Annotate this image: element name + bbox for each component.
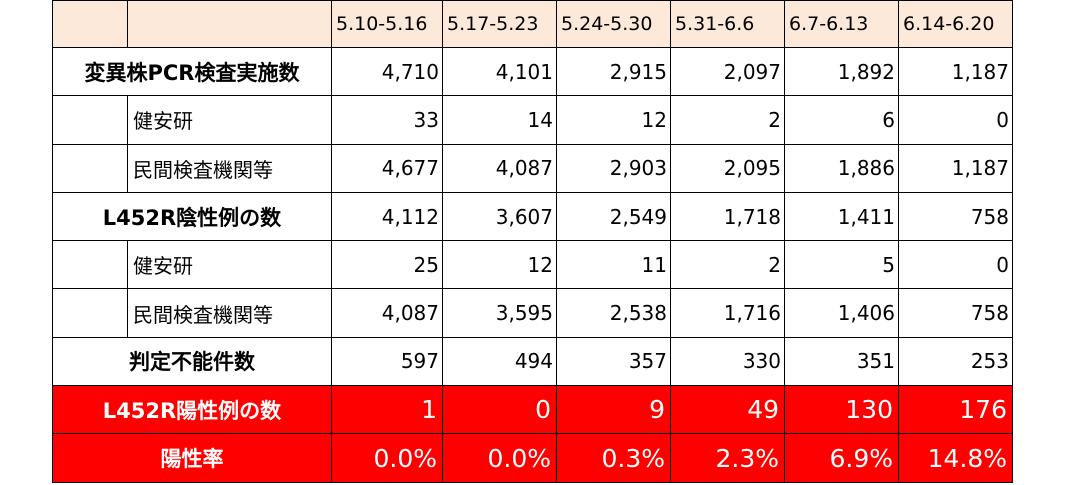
table-cell: 6 xyxy=(784,95,899,145)
header-week-6: 6.14-6.20 xyxy=(898,0,1013,48)
table-cell: 2,915 xyxy=(556,46,671,97)
table-cell: 253 xyxy=(898,336,1013,387)
table-cell: 0 xyxy=(898,95,1013,145)
header-corner-cell xyxy=(52,0,128,48)
table-cell: 0 xyxy=(898,240,1013,290)
table-cell: 11 xyxy=(556,240,671,290)
table-cell: 49 xyxy=(670,385,785,435)
table-row: 民間検査機関等 4,677 4,087 2,903 2,095 1,886 1,… xyxy=(52,143,1013,193)
table-cell: 0.0% xyxy=(331,433,443,483)
table-cell: 1,406 xyxy=(784,288,899,338)
table-cell: 2 xyxy=(670,95,785,145)
row-label: 健安研 xyxy=(127,95,332,145)
table-cell: 1,886 xyxy=(784,143,899,193)
table-cell: 2 xyxy=(670,240,785,290)
table-cell: 12 xyxy=(556,95,671,145)
table-row: L452R陰性例の数 4,112 3,607 2,549 1,718 1,411… xyxy=(52,191,1013,242)
table-cell: 25 xyxy=(331,240,443,290)
table-row: 判定不能件数 597 494 357 330 351 253 xyxy=(52,336,1013,387)
table-cell: 2,903 xyxy=(556,143,671,193)
table-cell: 1,892 xyxy=(784,46,899,97)
row-label: 判定不能件数 xyxy=(52,336,332,387)
indent-cell xyxy=(52,240,128,290)
table-cell: 0.3% xyxy=(556,433,671,483)
table-cell: 33 xyxy=(331,95,443,145)
row-label: L452R陰性例の数 xyxy=(52,191,332,242)
table-cell: 4,710 xyxy=(331,46,443,97)
header-label-cell xyxy=(127,0,332,48)
table-cell: 2,095 xyxy=(670,143,785,193)
table-cell: 4,677 xyxy=(331,143,443,193)
header-week-3: 5.24-5.30 xyxy=(556,0,671,48)
table-cell: 1,718 xyxy=(670,191,785,242)
table-cell: 2.3% xyxy=(670,433,785,483)
table-cell: 5 xyxy=(784,240,899,290)
table-cell: 4,112 xyxy=(331,191,443,242)
table-cell: 2,538 xyxy=(556,288,671,338)
table-cell: 2,097 xyxy=(670,46,785,97)
table-cell: 4,087 xyxy=(331,288,443,338)
row-label: L452R陽性例の数 xyxy=(52,385,332,435)
table-cell: 4,101 xyxy=(442,46,557,97)
table-cell: 0.0% xyxy=(442,433,557,483)
table-cell: 130 xyxy=(784,385,899,435)
table-cell: 1,716 xyxy=(670,288,785,338)
table-row: 民間検査機関等 4,087 3,595 2,538 1,716 1,406 75… xyxy=(52,288,1013,338)
table-cell: 1,411 xyxy=(784,191,899,242)
table-cell: 14.8% xyxy=(898,433,1013,483)
table-cell: 2,549 xyxy=(556,191,671,242)
header-week-4: 5.31-6.6 xyxy=(670,0,785,48)
row-label: 民間検査機関等 xyxy=(127,288,332,338)
indent-cell xyxy=(52,288,128,338)
table-cell: 351 xyxy=(784,336,899,387)
table-cell: 0 xyxy=(442,385,557,435)
table-cell: 14 xyxy=(442,95,557,145)
table-cell: 330 xyxy=(670,336,785,387)
row-label: 健安研 xyxy=(127,240,332,290)
table-cell: 6.9% xyxy=(784,433,899,483)
table-cell: 12 xyxy=(442,240,557,290)
table-cell: 1 xyxy=(331,385,443,435)
table-cell: 3,595 xyxy=(442,288,557,338)
table-cell: 597 xyxy=(331,336,443,387)
highlight-row: 陽性率 0.0% 0.0% 0.3% 2.3% 6.9% 14.8% xyxy=(52,433,1013,483)
header-week-2: 5.17-5.23 xyxy=(442,0,557,48)
table-row: 変異株PCR検査実施数 4,710 4,101 2,915 2,097 1,89… xyxy=(52,46,1013,97)
table-cell: 3,607 xyxy=(442,191,557,242)
variant-pcr-table: 5.10-5.16 5.17-5.23 5.24-5.30 5.31-6.6 6… xyxy=(52,0,1013,483)
row-label: 民間検査機関等 xyxy=(127,143,332,193)
table-cell: 758 xyxy=(898,288,1013,338)
table-cell: 494 xyxy=(442,336,557,387)
table-cell: 1,187 xyxy=(898,46,1013,97)
table-row: 健安研 33 14 12 2 6 0 xyxy=(52,95,1013,145)
highlight-row: L452R陽性例の数 1 0 9 49 130 176 xyxy=(52,385,1013,435)
table-cell: 4,087 xyxy=(442,143,557,193)
header-row: 5.10-5.16 5.17-5.23 5.24-5.30 5.31-6.6 6… xyxy=(52,0,1013,48)
table-cell: 357 xyxy=(556,336,671,387)
header-week-5: 6.7-6.13 xyxy=(784,0,899,48)
indent-cell xyxy=(52,143,128,193)
table-cell: 176 xyxy=(898,385,1013,435)
table-cell: 1,187 xyxy=(898,143,1013,193)
header-week-1: 5.10-5.16 xyxy=(331,0,443,48)
table-row: 健安研 25 12 11 2 5 0 xyxy=(52,240,1013,290)
indent-cell xyxy=(52,95,128,145)
row-label: 陽性率 xyxy=(52,433,332,483)
table-cell: 9 xyxy=(556,385,671,435)
table-cell: 758 xyxy=(898,191,1013,242)
row-label: 変異株PCR検査実施数 xyxy=(52,46,332,97)
